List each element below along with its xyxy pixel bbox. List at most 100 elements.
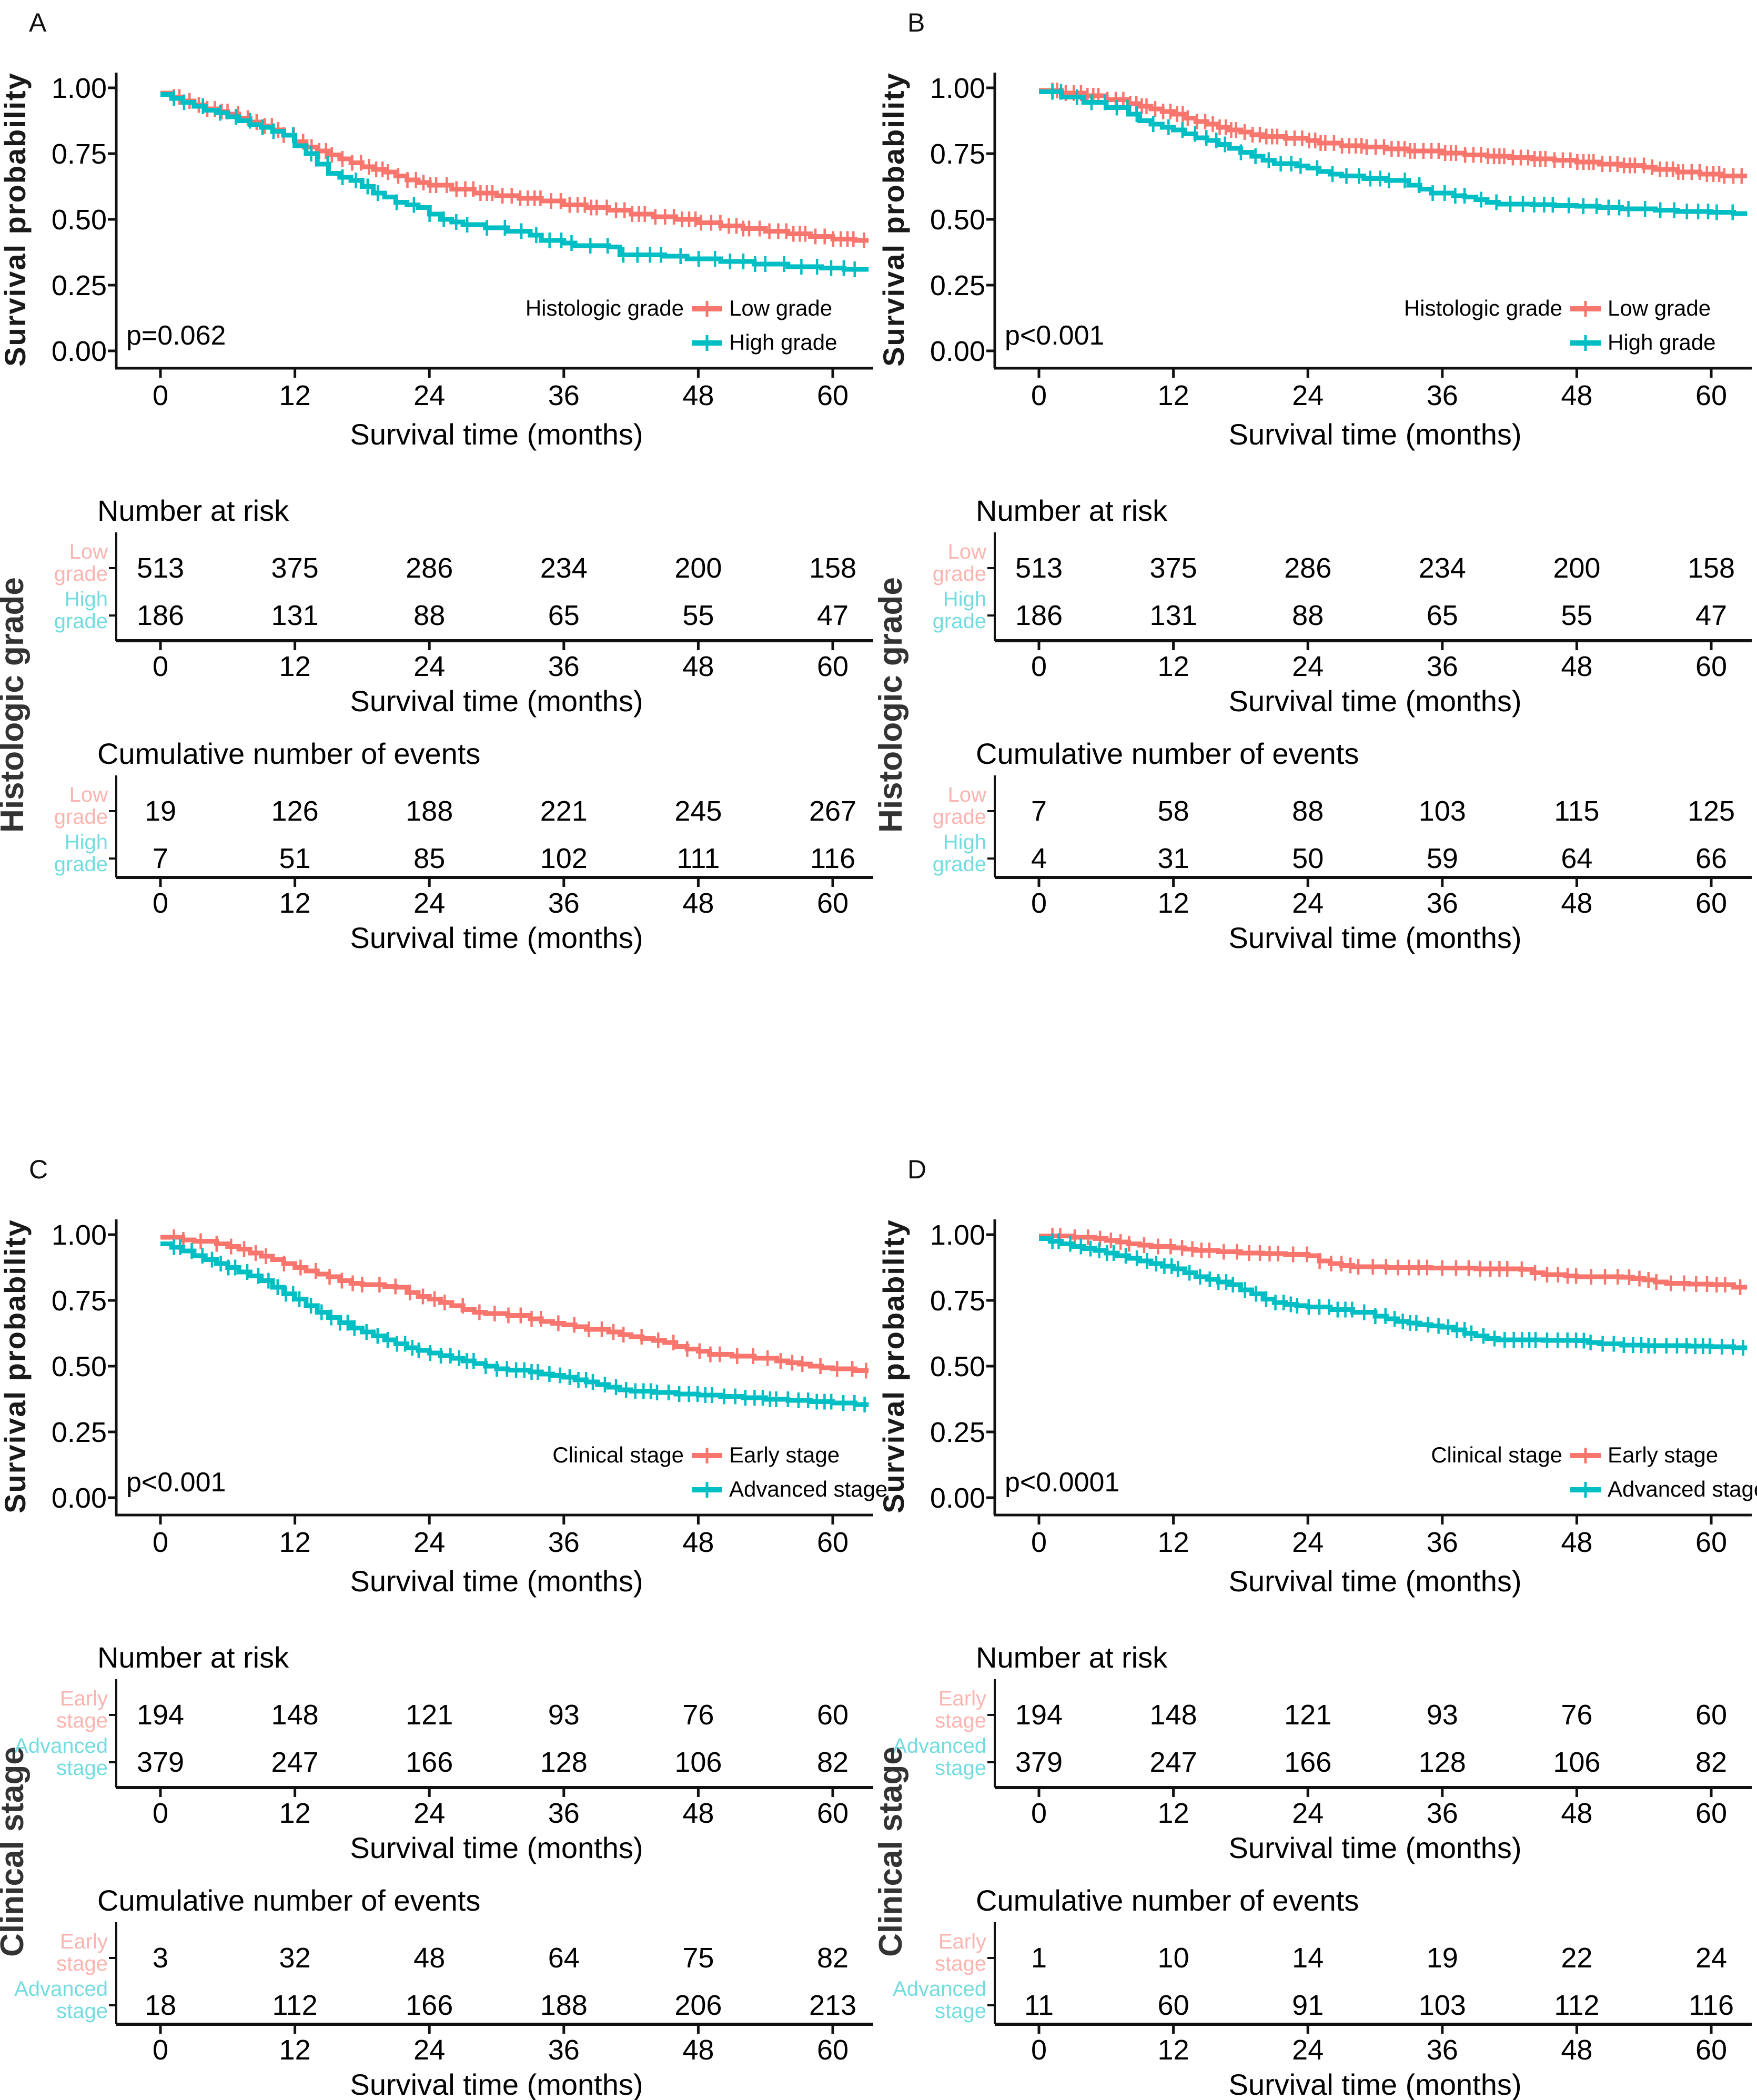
events-value: 31 xyxy=(1158,843,1189,874)
events-value: 10 xyxy=(1158,1942,1189,1974)
table-row-label-low-grade: grade xyxy=(933,805,986,829)
table-x-tick-label: 60 xyxy=(1695,1798,1727,1829)
survival-curve-advanced-stage xyxy=(160,1241,869,1407)
legend-label-advanced-stage: Advanced stage xyxy=(729,1477,887,1501)
table-x-axis-title: Survival time (months) xyxy=(1228,684,1521,718)
legend-title: Histologic grade xyxy=(1404,296,1562,320)
risk-value: 200 xyxy=(674,552,722,584)
x-tick-label: 48 xyxy=(1561,380,1592,411)
events-value: 112 xyxy=(272,1990,318,2021)
table-x-tick-label: 12 xyxy=(279,1798,311,1829)
table-x-tick-label: 12 xyxy=(1158,651,1189,682)
table-x-axis-title: Survival time (months) xyxy=(1228,1831,1521,1864)
risk-value: 375 xyxy=(1150,552,1197,584)
x-tick-label: 48 xyxy=(682,1527,714,1558)
table-x-tick-label: 48 xyxy=(682,1798,714,1829)
table-x-tick-label: 0 xyxy=(153,887,168,919)
events-value: 91 xyxy=(1292,1990,1324,2021)
y-tick-label: 0.25 xyxy=(52,1417,107,1448)
events-value: 7 xyxy=(153,843,168,874)
risk-value: 194 xyxy=(1015,1699,1063,1731)
y-tick-label: 0.75 xyxy=(930,138,985,170)
risk-value: 158 xyxy=(809,552,856,584)
table-row-label-high-grade: grade xyxy=(54,853,108,876)
risk-value: 166 xyxy=(406,1746,453,1778)
table-row-label-advanced-stage: stage xyxy=(935,1756,986,1780)
x-tick-label: 0 xyxy=(1031,380,1047,411)
x-tick-label: 36 xyxy=(1427,380,1458,411)
y-tick-label: 1.00 xyxy=(52,73,107,104)
p-value: p<0.001 xyxy=(126,1467,226,1498)
table-x-tick-label: 60 xyxy=(817,651,849,682)
risk-value: 88 xyxy=(413,600,445,631)
table-x-axis-title: Survival time (months) xyxy=(350,1831,643,1864)
events-value: 85 xyxy=(413,843,445,874)
panel-B-svg: B Survival probability 1.00 0.75 0.50 0.25 0.0… xyxy=(873,8,1752,954)
table-x-tick-label: 48 xyxy=(1561,887,1592,919)
x-tick-label: 48 xyxy=(682,380,714,411)
table-x-tick-label: 0 xyxy=(1031,651,1047,682)
events-value: 75 xyxy=(682,1942,714,1974)
events-value: 66 xyxy=(1695,843,1727,874)
table-x-tick-label: 24 xyxy=(1292,1798,1324,1829)
table-x-tick-label: 12 xyxy=(279,651,311,682)
table-row-label-advanced-stage: stage xyxy=(56,2000,108,2023)
y-tick-label: 0.25 xyxy=(52,270,107,301)
table-row-label-low-grade: Low xyxy=(69,783,108,806)
table-x-tick-label: 36 xyxy=(548,651,580,682)
events-table-title: Cumulative number of events xyxy=(97,737,480,770)
events-value: 82 xyxy=(817,1942,849,1974)
table-x-tick-label: 0 xyxy=(153,651,168,682)
table-row-label-early-stage: stage xyxy=(935,1709,986,1732)
events-value: 115 xyxy=(1554,795,1599,827)
legend-title: Histologic grade xyxy=(526,296,684,320)
events-value: 221 xyxy=(540,795,588,827)
risk-value: 76 xyxy=(682,1699,714,1731)
table-row-label-early-stage: Early xyxy=(60,1687,108,1710)
table-x-tick-label: 24 xyxy=(1292,651,1324,682)
risk-value: 379 xyxy=(137,1746,184,1778)
table-x-tick-label: 36 xyxy=(548,1798,580,1829)
panel-letter: D xyxy=(907,1155,926,1184)
events-value: 1 xyxy=(1031,1942,1047,1974)
events-value: 14 xyxy=(1292,1942,1324,1974)
events-value: 206 xyxy=(674,1990,722,2021)
table-row-label-advanced-stage: stage xyxy=(935,2000,986,2023)
table-x-tick-label: 48 xyxy=(682,2034,714,2066)
legend-label-early-stage: Early stage xyxy=(1608,1442,1718,1467)
legend-label-low-grade: Low grade xyxy=(1608,296,1711,320)
risk-value: 93 xyxy=(548,1699,580,1731)
table-row-label-high-grade: High xyxy=(65,588,108,611)
table-x-tick-label: 60 xyxy=(1695,2034,1727,2066)
table-row-label-low-grade: Low xyxy=(69,540,108,563)
table-row-label-early-stage: Early xyxy=(938,1930,986,1953)
risk-value: 65 xyxy=(548,600,580,631)
y-tick-label: 0.25 xyxy=(930,1417,985,1448)
events-value: 64 xyxy=(1561,843,1592,874)
survival-curve-low-grade xyxy=(160,90,869,243)
events-value: 19 xyxy=(1427,1942,1458,1974)
x-tick-label: 24 xyxy=(1292,1527,1324,1558)
group-axis-title: Histologic grade xyxy=(0,577,31,833)
panel-A: A Survival probability 1.00 0.75 0.50 0.25 0.0… xyxy=(0,0,878,954)
risk-value: 106 xyxy=(1553,1746,1600,1778)
table-row-label-high-grade: High xyxy=(943,588,986,611)
events-value: 125 xyxy=(1688,795,1735,827)
table-x-tick-label: 36 xyxy=(1427,1798,1458,1829)
table-row-label-high-grade: grade xyxy=(933,610,986,633)
legend-title: Clinical stage xyxy=(552,1442,684,1467)
table-x-tick-label: 24 xyxy=(1292,887,1324,919)
table-x-tick-label: 12 xyxy=(279,2034,311,2066)
table-x-tick-label: 12 xyxy=(1158,2034,1189,2066)
x-tick-label: 24 xyxy=(1292,380,1324,411)
events-value: 166 xyxy=(406,1990,453,2021)
risk-value: 148 xyxy=(271,1699,319,1731)
risk-value: 379 xyxy=(1015,1746,1063,1778)
risk-value: 131 xyxy=(1150,600,1197,631)
table-x-axis-title: Survival time (months) xyxy=(350,2068,643,2100)
table-x-tick-label: 60 xyxy=(817,887,849,919)
table-x-tick-label: 0 xyxy=(1031,2034,1047,2066)
table-x-tick-label: 0 xyxy=(153,1798,168,1829)
table-row-label-high-grade: grade xyxy=(54,610,108,633)
events-value: 64 xyxy=(548,1942,580,1974)
